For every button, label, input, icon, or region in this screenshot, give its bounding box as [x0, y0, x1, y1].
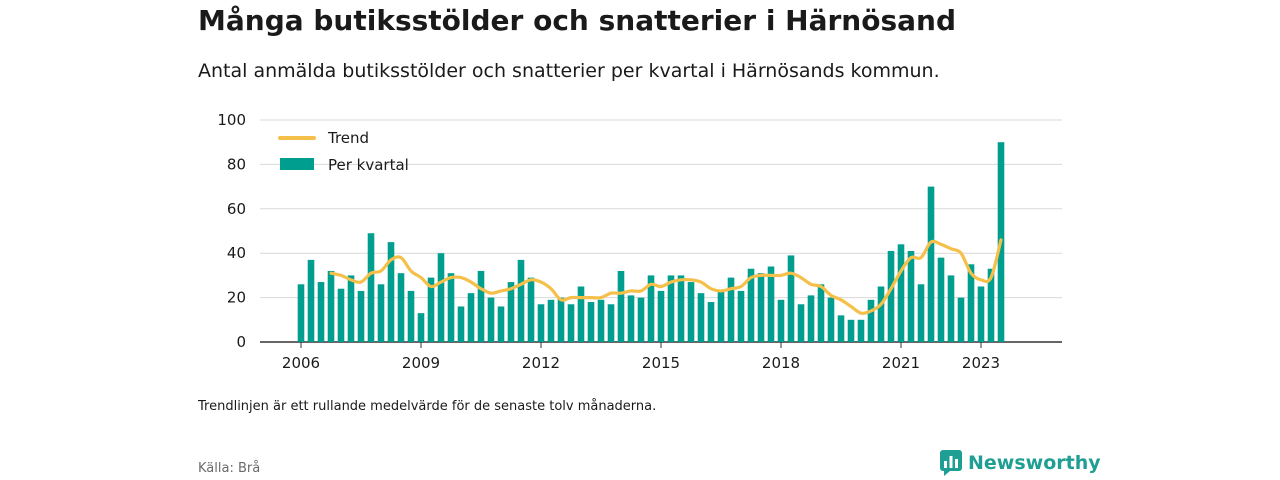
bar[interactable] [327, 270, 335, 342]
x-tick-label: 2023 [962, 354, 1000, 372]
y-tick-label: 80 [227, 155, 246, 173]
bar[interactable] [317, 282, 325, 342]
bar[interactable] [827, 297, 835, 342]
bar[interactable] [647, 275, 655, 342]
bar[interactable] [687, 282, 695, 342]
bar[interactable] [897, 244, 905, 342]
bar[interactable] [617, 270, 625, 342]
bar[interactable] [577, 286, 585, 343]
legend-trend-label: Trend [327, 129, 369, 147]
bar[interactable] [777, 299, 785, 342]
x-tick-label: 2006 [282, 354, 320, 372]
bar[interactable] [857, 319, 865, 342]
bar[interactable] [507, 282, 515, 342]
bar[interactable] [567, 304, 575, 342]
bar[interactable] [967, 264, 975, 342]
bar[interactable] [427, 277, 435, 342]
bar[interactable] [847, 319, 855, 342]
bar[interactable] [877, 286, 885, 343]
bar[interactable] [927, 186, 935, 342]
y-tick-label: 0 [236, 333, 246, 351]
bar[interactable] [957, 297, 965, 342]
bar[interactable] [887, 250, 895, 342]
source-text: Källa: Brå [198, 461, 261, 476]
bar[interactable] [677, 275, 685, 342]
legend-bar-label: Per kvartal [328, 156, 409, 174]
bar[interactable] [817, 284, 825, 342]
bar[interactable] [867, 299, 875, 342]
bar[interactable] [387, 242, 395, 342]
bar[interactable] [697, 293, 705, 342]
bar[interactable] [597, 299, 605, 342]
bar[interactable] [307, 259, 315, 342]
bar[interactable] [937, 257, 945, 342]
bar[interactable] [787, 255, 795, 342]
bar[interactable] [917, 284, 925, 342]
x-tick-label: 2009 [402, 354, 440, 372]
bar[interactable] [337, 288, 345, 342]
bar[interactable] [487, 297, 495, 342]
bar[interactable] [417, 313, 425, 342]
bar[interactable] [357, 290, 365, 342]
x-tick-label: 2021 [882, 354, 920, 372]
trend-line-group [329, 238, 1003, 315]
brand-logo[interactable]: Newsworthy [940, 450, 1101, 476]
y-tick-label: 100 [217, 111, 246, 129]
bar[interactable] [737, 290, 745, 342]
bar[interactable] [657, 290, 665, 342]
bar[interactable] [477, 270, 485, 342]
y-axis: 0 20 40 60 80 100 [217, 111, 246, 351]
bar[interactable] [397, 273, 405, 342]
legend[interactable]: Trend Per kvartal [278, 129, 409, 174]
y-tick-label: 40 [227, 244, 246, 262]
bar[interactable] [717, 290, 725, 342]
bar[interactable] [727, 277, 735, 342]
y-tick-label: 60 [227, 200, 246, 218]
bar[interactable] [497, 306, 505, 342]
bar[interactable] [977, 286, 985, 343]
bar[interactable] [907, 250, 915, 342]
bar[interactable] [517, 259, 525, 342]
bar[interactable] [767, 266, 775, 342]
bar[interactable] [527, 277, 535, 342]
y-tick-label: 20 [227, 289, 246, 307]
bar[interactable] [797, 304, 805, 342]
bar[interactable] [457, 306, 465, 342]
bar[interactable] [987, 268, 995, 342]
brand-name: Newsworthy [968, 452, 1101, 474]
chart-title: Många butiksstölder och snatterier i Här… [198, 4, 957, 37]
bar[interactable] [547, 299, 555, 342]
x-tick-label: 2018 [762, 354, 800, 372]
bar[interactable] [947, 275, 955, 342]
bar[interactable] [627, 295, 635, 342]
chart: 0 20 40 60 80 100 2006 2009 2012 2015 2018 2021 202… [217, 111, 1062, 372]
bar[interactable] [437, 253, 445, 342]
bar[interactable] [407, 290, 415, 342]
footnote: Trendlinjen är ett rullande medelvärde f… [198, 399, 657, 414]
bar[interactable] [347, 275, 355, 342]
bar[interactable] [757, 273, 765, 342]
bar[interactable] [557, 297, 565, 342]
x-tick-label: 2015 [642, 354, 680, 372]
bar[interactable] [537, 304, 545, 342]
bar[interactable] [807, 295, 815, 342]
bar[interactable] [587, 302, 595, 342]
bar[interactable] [447, 273, 455, 342]
trend-line[interactable] [329, 238, 1003, 315]
bar[interactable] [667, 275, 675, 342]
bar[interactable] [377, 284, 385, 342]
bar[interactable] [297, 284, 305, 342]
legend-bar-swatch [280, 158, 314, 170]
bar[interactable] [607, 304, 615, 342]
bar[interactable] [637, 297, 645, 342]
bar[interactable] [467, 293, 475, 342]
x-axis: 2006 2009 2012 2015 2018 2021 2023 [282, 342, 1000, 372]
bar[interactable] [837, 315, 845, 342]
chart-subtitle: Antal anmälda butiksstölder och snatteri… [198, 60, 940, 82]
bar[interactable] [707, 302, 715, 342]
bar[interactable] [747, 268, 755, 342]
newsworthy-icon [940, 450, 962, 476]
x-tick-label: 2012 [522, 354, 560, 372]
bar[interactable] [367, 233, 375, 342]
